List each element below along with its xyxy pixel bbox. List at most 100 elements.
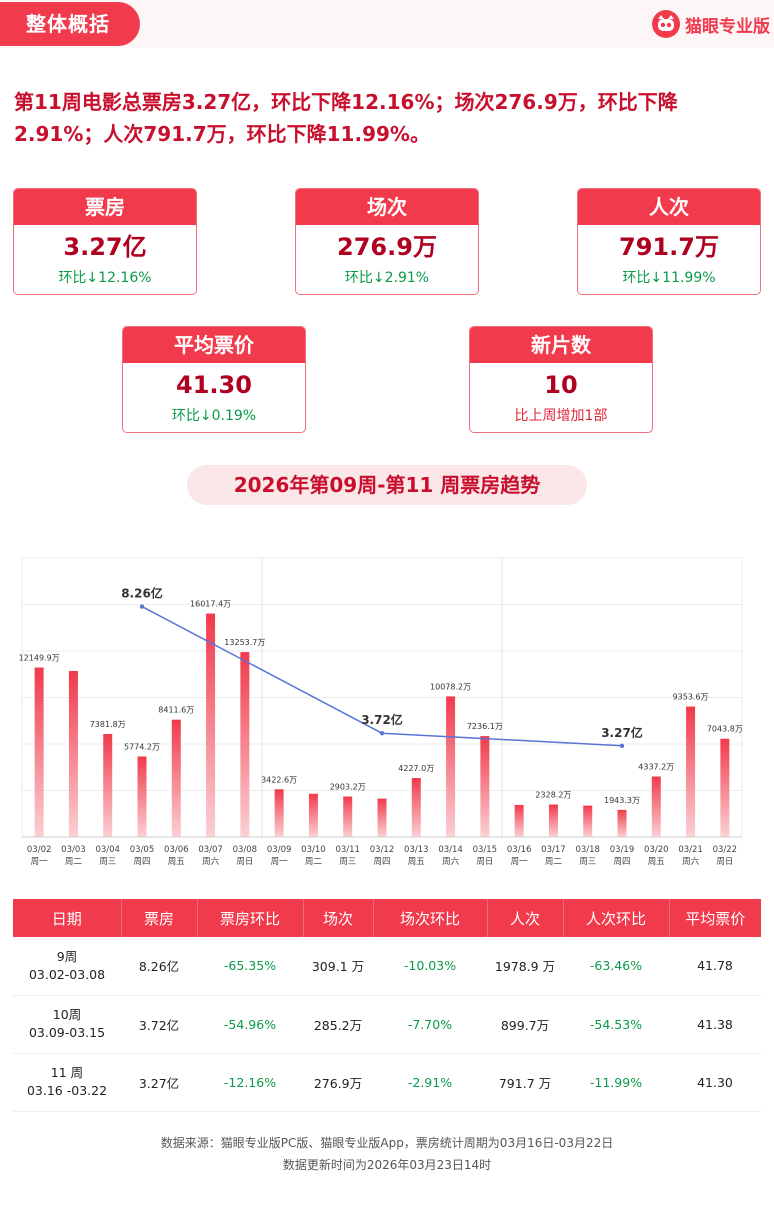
card-change: 环比↓12.16% <box>58 270 152 286</box>
line-value-label: 3.27亿 <box>601 725 643 740</box>
x-weekday-label: 周五 <box>648 857 666 867</box>
bar <box>343 796 353 837</box>
box-office-cell: 3.72亿 <box>121 995 197 1054</box>
bar-value-label: 7236.1万 <box>467 722 503 731</box>
x-weekday-label: 周六 <box>682 856 700 867</box>
column-header: 平均票价 <box>669 899 761 937</box>
x-tick-label: 03/13 <box>404 845 429 855</box>
column-header: 场次环比 <box>373 899 488 937</box>
bar-value-label: 1943.3万 <box>604 796 640 805</box>
weekly-data-table: 日期 票房 票房环比 场次 场次环比 人次 人次环比 平均票价 9周 03.02-… <box>13 899 761 1112</box>
table-header-row: 日期 票房 票房环比 场次 场次环比 人次 人次环比 平均票价 <box>13 899 761 937</box>
kpi-card-new-films: 新片数 10 比上周增加1部 <box>469 326 653 433</box>
x-tick-label: 03/14 <box>438 845 463 855</box>
bar <box>68 670 78 837</box>
card-title: 人次 <box>578 189 760 225</box>
x-weekday-label: 周五 <box>408 857 426 867</box>
x-weekday-label: 周四 <box>133 857 150 867</box>
bar <box>720 738 730 837</box>
week-label: 10周 <box>52 1007 82 1022</box>
x-tick-label: 03/09 <box>267 845 292 855</box>
bar-value-label: 5774.2万 <box>124 742 160 751</box>
bar-value-label: 16017.4万 <box>190 600 231 609</box>
brand: 猫眼专业版 <box>652 10 770 38</box>
x-tick-label: 03/19 <box>610 845 635 855</box>
kpi-card-box-office: 票房 3.27亿 环比↓12.16% <box>13 188 197 295</box>
x-tick-label: 03/04 <box>95 845 120 855</box>
footer: 数据来源：猫眼专业版PC版、猫眼专业版App，票房统计周期为03月16日-03月… <box>0 1132 774 1176</box>
bar <box>411 778 421 837</box>
line-point <box>379 731 385 736</box>
x-weekday-label: 周二 <box>305 857 323 867</box>
x-weekday-label: 周一 <box>511 857 529 867</box>
week-cell: 11 周 03.16 -03.22 <box>13 1053 121 1112</box>
admissions-cell: 791.7 万 <box>487 1053 563 1112</box>
card-value: 276.9万 <box>337 233 437 261</box>
bar-value-label: 3422.6万 <box>261 775 297 784</box>
x-weekday-label: 周四 <box>373 857 390 867</box>
x-tick-label: 03/21 <box>678 845 703 855</box>
kpi-card-admissions: 人次 791.7万 环比↓11.99% <box>577 188 761 295</box>
kpi-card-avg-price: 平均票价 41.30 环比↓0.19% <box>122 326 306 433</box>
card-value: 791.7万 <box>619 233 719 261</box>
box-office-change-cell: -54.96% <box>197 995 303 1054</box>
week-label: 11 周 <box>50 1065 84 1080</box>
box-office-change-cell: -12.16% <box>197 1053 303 1112</box>
x-tick-label: 03/20 <box>644 845 669 855</box>
bar-value-label: 8411.6万 <box>158 706 194 715</box>
x-tick-label: 03/15 <box>473 845 498 855</box>
x-weekday-label: 周六 <box>202 856 220 867</box>
card-change: 环比↓2.91% <box>344 270 430 286</box>
x-weekday-label: 周六 <box>442 856 460 867</box>
x-tick-label: 03/02 <box>27 845 52 855</box>
x-weekday-label: 周日 <box>716 857 733 867</box>
week-cell: 10周 03.09-03.15 <box>13 995 121 1054</box>
card-change: 环比↓0.19% <box>171 408 257 424</box>
column-header: 票房环比 <box>197 899 304 937</box>
shows-change-cell: -7.70% <box>373 995 487 1054</box>
bar <box>651 776 661 837</box>
line-point <box>619 743 625 748</box>
bar <box>274 789 284 837</box>
box-office-cell: 8.26亿 <box>121 937 197 996</box>
column-header: 票房 <box>121 899 198 937</box>
card-title: 票房 <box>14 189 196 225</box>
top-bar: 整体概括 猫眼专业版 <box>0 0 774 48</box>
summary-text: 第11周电影总票房3.27亿，环比下降12.16%；场次276.9万，环比下降2… <box>14 90 678 146</box>
x-weekday-label: 周一 <box>31 857 49 867</box>
brand-name: 猫眼专业版 <box>685 16 770 37</box>
avg-price-cell: 41.78 <box>669 937 761 996</box>
bar <box>34 667 44 837</box>
shows-change-cell: -2.91% <box>373 1053 487 1112</box>
x-tick-label: 03/16 <box>507 845 532 855</box>
week-range: 03.16 -03.22 <box>26 1083 108 1098</box>
kpi-card-shows: 场次 276.9万 环比↓2.91% <box>295 188 479 295</box>
shows-cell: 276.9万 <box>303 1053 373 1112</box>
bar <box>480 736 490 837</box>
bar-value-label: 12149.9万 <box>19 654 60 663</box>
bar <box>137 756 147 837</box>
bar <box>377 798 387 837</box>
column-header: 人次环比 <box>563 899 670 937</box>
x-tick-label: 03/06 <box>164 845 189 855</box>
bar-value-label: 2328.2万 <box>535 791 571 800</box>
bar-value-label: 2903.2万 <box>330 783 366 792</box>
week-range: 03.09-03.15 <box>28 1025 106 1040</box>
shows-change-cell: -10.03% <box>373 937 487 996</box>
box-office-change-cell: -65.35% <box>197 937 303 996</box>
card-value: 10 <box>544 371 578 399</box>
section-tag: 整体概括 <box>0 2 140 46</box>
x-weekday-label: 周日 <box>236 857 253 867</box>
avg-price-cell: 41.30 <box>669 1053 761 1112</box>
week-range: 03.02-03.08 <box>28 966 106 982</box>
x-weekday-label: 周三 <box>99 857 116 867</box>
card-title: 平均票价 <box>123 327 305 363</box>
bar <box>171 719 181 837</box>
line-value-label: 3.72亿 <box>361 712 403 727</box>
line-value-label: 8.26亿 <box>121 586 163 601</box>
table-row: 10周 03.09-03.15 3.72亿 -54.96% 285.2万 -7.7… <box>13 995 761 1054</box>
card-title: 场次 <box>296 189 478 225</box>
bar-value-label: 7381.8万 <box>90 720 126 729</box>
week-cell: 9周 03.02-03.08 <box>13 937 121 996</box>
bar <box>583 805 593 837</box>
